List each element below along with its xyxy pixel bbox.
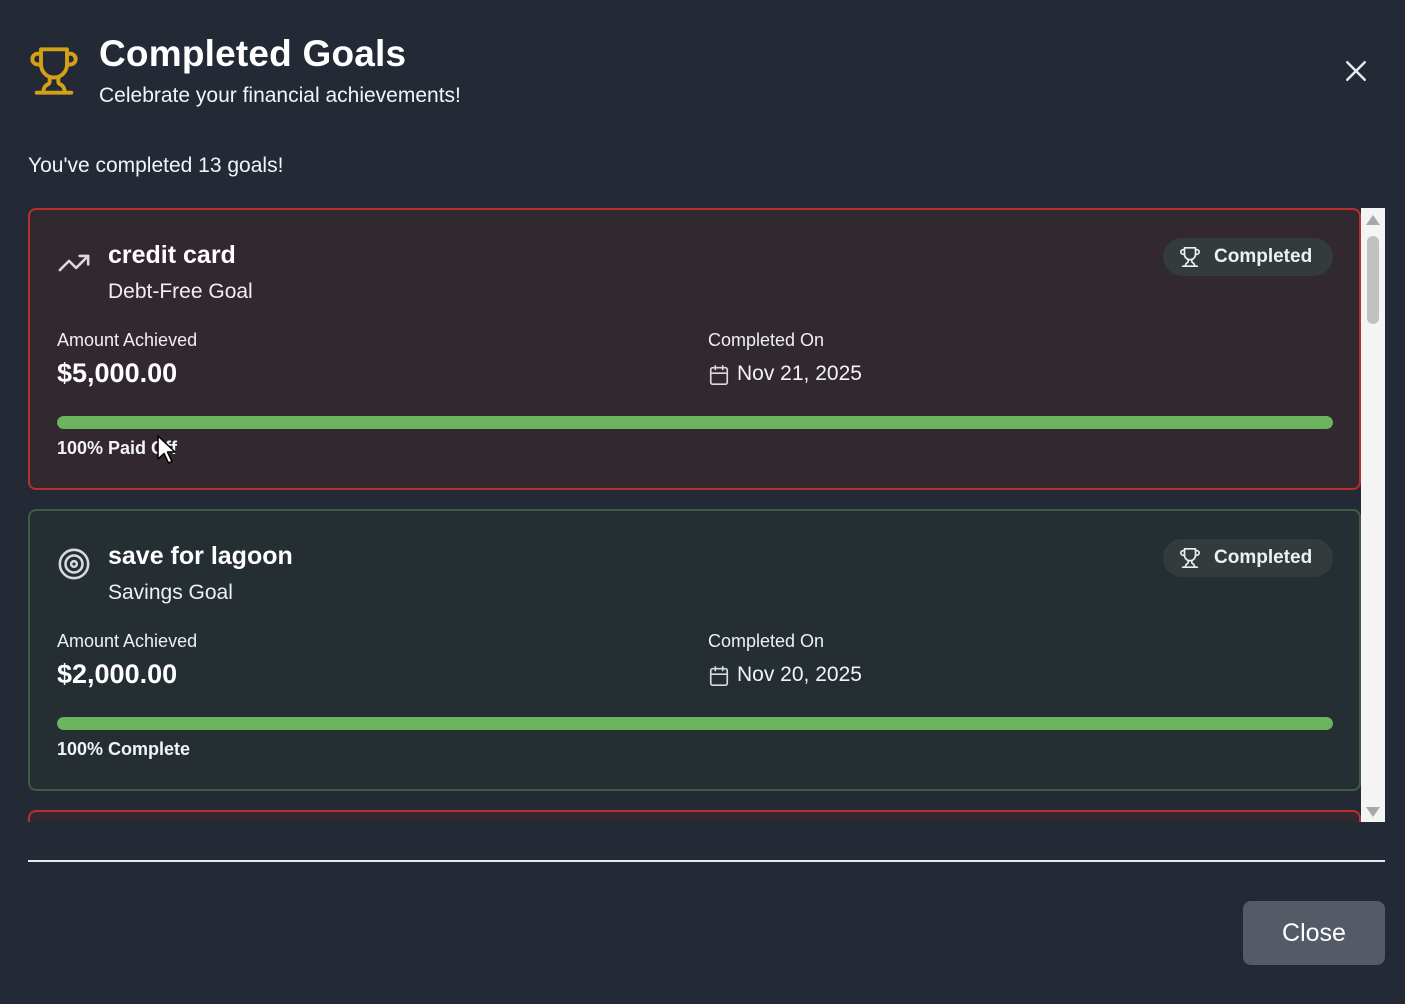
close-icon[interactable] [1341, 56, 1371, 86]
calendar-icon [709, 365, 729, 385]
progress-fill [57, 717, 1333, 730]
close-button[interactable]: Close [1243, 901, 1385, 965]
goals-list[interactable]: credit card Debt-Free Goal Completed Amo… [28, 208, 1361, 822]
scroll-thumb[interactable] [1367, 236, 1379, 324]
scroll-down-arrow[interactable] [1366, 807, 1380, 817]
goal-type: Savings Goal [108, 581, 233, 604]
date-label: Completed On [708, 330, 825, 350]
scrollbar[interactable] [1361, 208, 1385, 822]
calendar-icon [709, 666, 729, 686]
footer-divider [28, 860, 1385, 862]
goal-name: credit card [108, 241, 236, 269]
goal-card: credit card Debt-Free Goal Completed Amo… [28, 208, 1361, 490]
amount-value: $5,000.00 [57, 358, 178, 388]
progress-text: 100% Complete [57, 739, 191, 759]
trending-up-icon [58, 254, 90, 272]
trophy-icon [30, 47, 78, 95]
amount-label: Amount Achieved [57, 330, 198, 350]
completed-badge: Completed [1163, 238, 1333, 276]
badge-label: Completed [1214, 547, 1313, 568]
date-value: Nov 20, 2025 [737, 663, 862, 686]
progress-text: 100% Paid Off [57, 438, 178, 458]
goal-card: save for lagoon Savings Goal Completed A… [28, 509, 1361, 791]
progress-bar [57, 416, 1333, 429]
date-label: Completed On [708, 631, 825, 651]
modal-subtitle: Celebrate your financial achievements! [99, 84, 461, 107]
badge-label: Completed [1214, 246, 1313, 267]
trophy-icon [1180, 247, 1200, 267]
date-value: Nov 21, 2025 [737, 362, 862, 385]
progress-fill [57, 416, 1333, 429]
amount-value: $2,000.00 [57, 659, 178, 689]
scroll-up-arrow[interactable] [1366, 215, 1380, 225]
completed-count-summary: You've completed 13 goals! [28, 154, 284, 177]
target-icon [58, 548, 90, 580]
progress-bar [57, 717, 1333, 730]
trophy-icon [1180, 548, 1200, 568]
modal-title: Completed Goals [99, 33, 407, 74]
amount-label: Amount Achieved [57, 631, 198, 651]
goal-type: Debt-Free Goal [108, 280, 253, 303]
completed-badge: Completed [1163, 539, 1333, 577]
goal-name: save for lagoon [108, 542, 293, 570]
goal-card-partial [28, 810, 1361, 822]
